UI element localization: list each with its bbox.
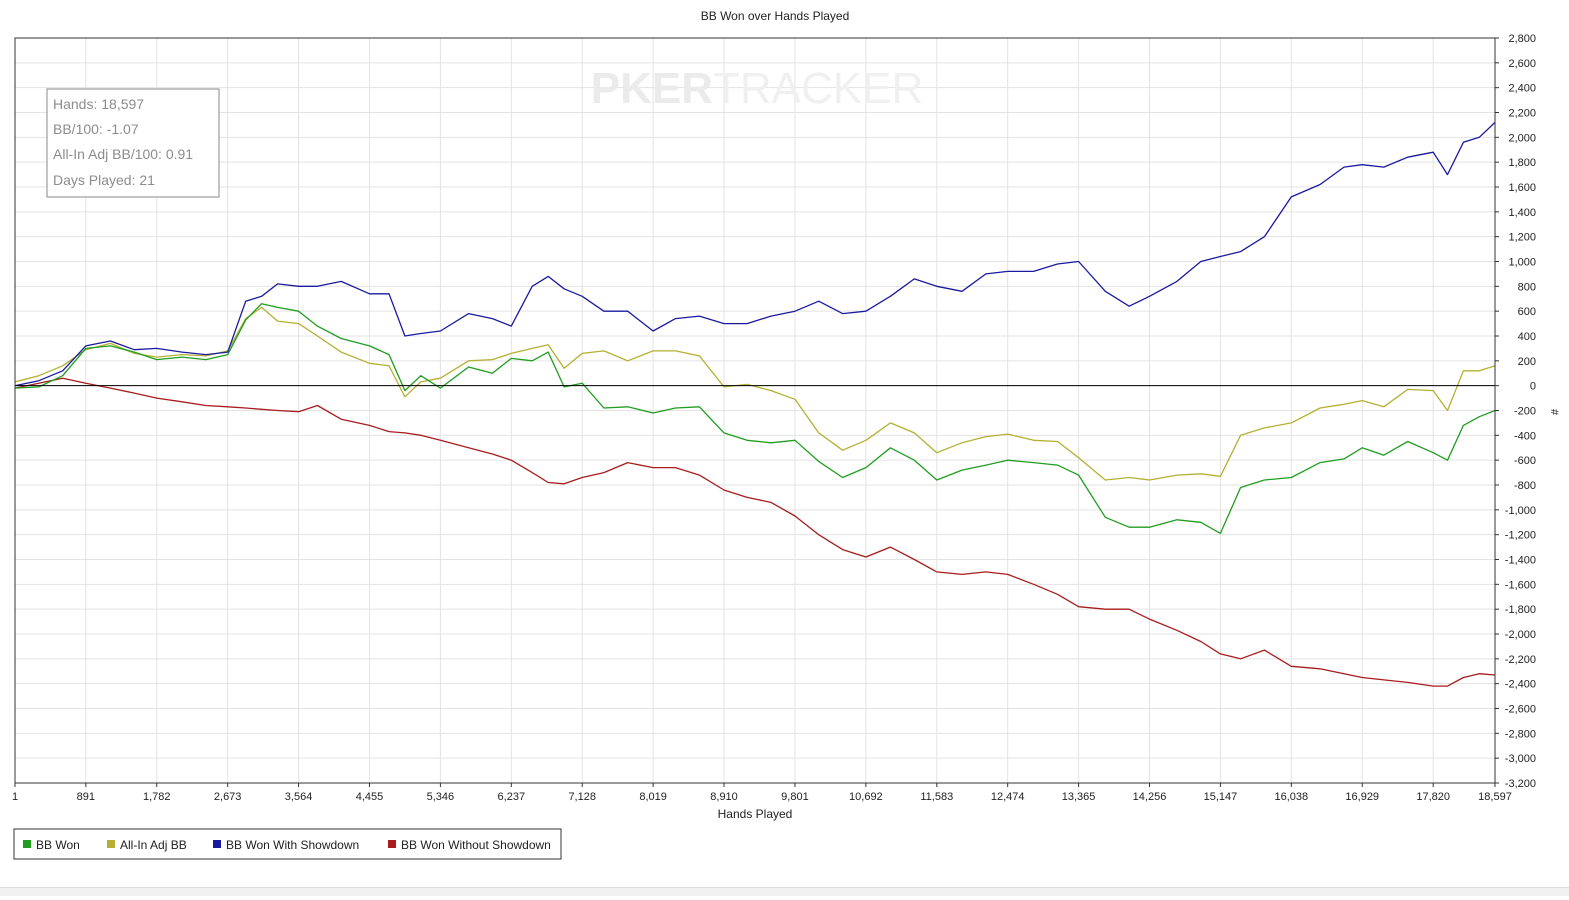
y-tick-label-26: -2,400 [1505,679,1536,691]
y-tick-label-7: 1,400 [1508,207,1536,219]
y-tick-label-21: -1,400 [1505,555,1536,567]
y-tick-label-17: -600 [1514,455,1536,467]
legend-label-bb-won: BB Won [36,838,80,852]
y-tick-label-13: 200 [1518,356,1536,368]
chart-title: BB Won over Hands Played [701,9,850,23]
legend-label-all-in-adj-bb: All-In Adj BB [120,838,187,852]
x-tick-label-14: 12,474 [991,791,1025,803]
y-tick-label-20: -1,200 [1505,530,1536,542]
x-tick-label-12: 10,692 [849,791,883,803]
y-tick-label-14: 0 [1530,381,1536,393]
y-tick-label-27: -2,600 [1505,704,1536,716]
legend-label-bb-won-with-showdown: BB Won With Showdown [226,838,359,852]
y-tick-label-5: 1,800 [1508,157,1536,169]
x-tick-label-21: 18,597 [1478,791,1512,803]
y-tick-label-1: 2,600 [1508,58,1536,70]
x-tick-label-1: 891 [77,791,95,803]
watermark-part-2: KER [620,64,713,113]
watermark-part-3: TRACKER [713,64,923,113]
x-tick-label-16: 14,256 [1133,791,1167,803]
stats-bb-per-100: BB/100: -1.07 [53,121,139,137]
y-tick-label-4: 2,000 [1508,132,1536,144]
series-line-3 [14,377,1496,687]
x-tick-label-10: 8,910 [710,791,738,803]
y-tick-label-6: 1,600 [1508,182,1536,194]
poker-tracker-watermark: PKERTRACKER [591,64,924,113]
legend-swatch-bb-won [23,840,31,848]
legend: BB Won All-In Adj BB BB Won With Showdow… [13,828,562,860]
y-tick-label-11: 600 [1518,306,1536,318]
x-tick-label-3: 2,673 [214,791,242,803]
stats-hands: Hands: 18,597 [53,96,144,112]
y-tick-label-15: -200 [1514,406,1536,418]
x-tick-label-0: 1 [12,791,18,803]
x-tick-label-9: 8,019 [639,791,667,803]
x-axis: 1 891 1,782 2,673 3,564 4,455 5,346 6,237 7,128 8… [12,783,1512,803]
y-tick-label-23: -1,800 [1505,604,1536,616]
legend-frame [13,828,562,860]
y-tick-label-3: 2,200 [1508,108,1536,120]
x-tick-label-2: 1,782 [143,791,171,803]
x-tick-label-5: 4,455 [356,791,384,803]
y-axis-label: # [1548,409,1560,416]
y-tick-label-30: -3,200 [1505,778,1536,790]
x-tick-label-18: 16,038 [1275,791,1309,803]
legend-label-bb-won-without-showdown: BB Won Without Showdown [401,838,551,852]
legend-swatch-bb-won-with-showdown [213,840,221,848]
y-tick-label-0: 2,800 [1508,33,1536,45]
stats-box-frame [46,88,220,198]
x-tick-label-17: 15,147 [1204,791,1238,803]
x-tick-label-20: 17,820 [1416,791,1450,803]
y-tick-label-25: -2,200 [1505,654,1536,666]
y-tick-label-24: -2,000 [1505,629,1536,641]
y-tick-label-22: -1,600 [1505,579,1536,591]
watermark-part-1: P [591,64,620,113]
y-tick-label-9: 1,000 [1508,257,1536,269]
series-line-0 [14,303,1496,535]
x-tick-label-8: 7,128 [568,791,596,803]
x-tick-label-13: 11,583 [920,791,953,803]
y-tick-label-8: 1,200 [1508,232,1536,244]
stats-days-played: Days Played: 21 [53,172,155,188]
x-axis-label: Hands Played [718,807,793,821]
y-tick-label-10: 800 [1518,281,1536,293]
y-tick-label-16: -400 [1514,430,1536,442]
x-tick-label-4: 3,564 [285,791,313,803]
y-tick-label-18: -800 [1514,480,1536,492]
x-tick-label-11: 9,801 [781,791,809,803]
x-tick-label-15: 13,365 [1062,791,1096,803]
x-tick-label-6: 5,346 [427,791,455,803]
x-tick-label-7: 6,237 [498,791,526,803]
series-line-2 [14,121,1496,387]
y-tick-label-19: -1,000 [1505,505,1536,517]
y-axis: 2,800 2,600 2,400 2,200 2,000 1,800 1,600 1,400… [1495,33,1536,790]
legend-swatch-bb-won-without-showdown [388,840,396,848]
y-tick-label-12: 400 [1518,331,1536,343]
y-tick-label-2: 2,400 [1508,83,1536,95]
y-tick-label-28: -2,800 [1505,728,1536,740]
x-tick-label-19: 16,929 [1345,791,1379,803]
stats-box: Hands: 18,597 BB/100: -1.07 All-In Adj B… [46,88,220,198]
window-bottom-strip [0,887,1569,896]
stats-allin-adj-bb-per-100: All-In Adj BB/100: 0.91 [53,146,193,162]
y-tick-label-29: -3,000 [1505,753,1536,765]
legend-swatch-all-in-adj-bb [107,840,115,848]
